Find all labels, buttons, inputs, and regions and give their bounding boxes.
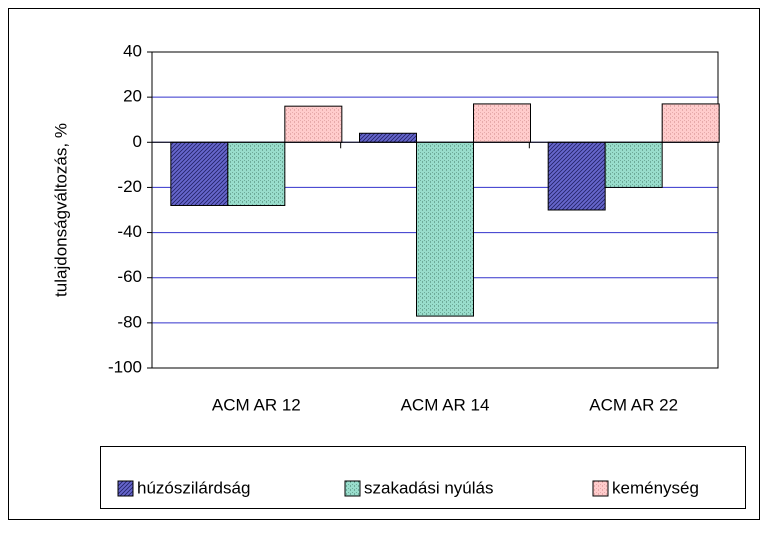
y-tick-label: -80 — [117, 312, 142, 331]
bar — [473, 103, 531, 143]
legend-swatch — [592, 480, 609, 497]
y-tick-label: 40 — [123, 41, 142, 60]
bar — [227, 141, 286, 206]
bar — [661, 103, 720, 143]
y-axis-label: tulajdonságváltozás, % — [51, 123, 70, 297]
bar — [284, 105, 343, 143]
legend-swatch — [344, 480, 361, 497]
bar — [359, 132, 417, 143]
chart-frame — [8, 8, 760, 520]
bar — [547, 141, 606, 211]
y-tick-label: 0 — [133, 132, 142, 151]
bar — [604, 141, 663, 188]
legend-frame — [100, 446, 746, 509]
legend-label: keménység — [612, 478, 699, 497]
legend-swatch — [117, 480, 134, 497]
bar — [416, 141, 474, 317]
bar — [170, 141, 229, 206]
y-tick-label: -100 — [108, 357, 142, 376]
legend-label: húzószilárdság — [137, 478, 250, 497]
x-tick-label: ACM AR 12 — [212, 395, 301, 414]
legend-label: szakadási nyúlás — [364, 478, 493, 497]
y-tick-label: -40 — [117, 222, 142, 241]
y-tick-label: 20 — [123, 87, 142, 106]
x-tick-label: ACM AR 14 — [401, 395, 490, 414]
y-tick-label: -20 — [117, 177, 142, 196]
x-tick-label: ACM AR 22 — [589, 395, 678, 414]
y-tick-label: -60 — [117, 267, 142, 286]
plot-frame — [151, 51, 719, 369]
